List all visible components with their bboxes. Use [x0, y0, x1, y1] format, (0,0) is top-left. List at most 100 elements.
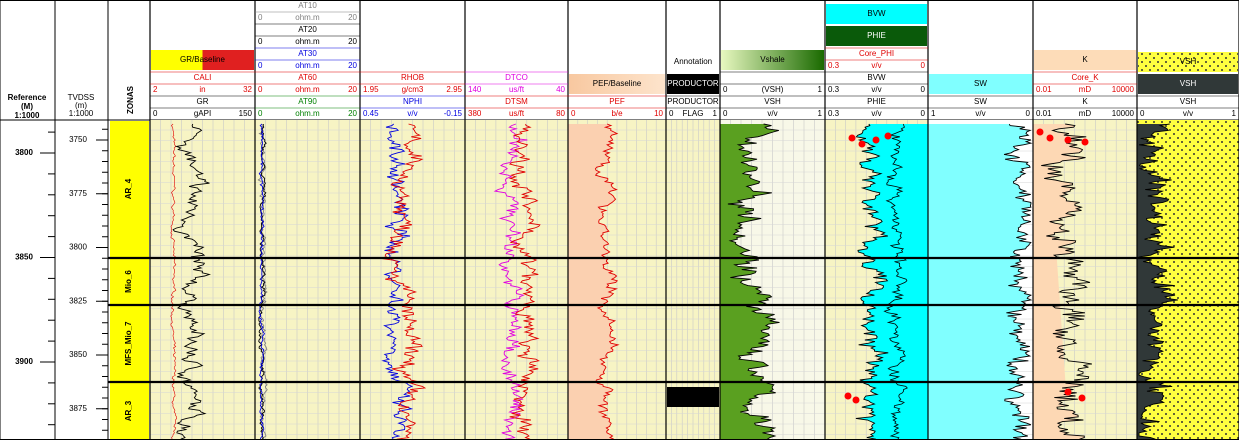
core-point	[884, 132, 892, 140]
scale-left: 0	[258, 109, 263, 118]
scale-right: 2.95	[446, 85, 462, 94]
zone-cell	[110, 306, 149, 381]
scale-right: 10	[654, 109, 663, 118]
scale-right: 20	[348, 13, 357, 22]
curve-name: BVW	[867, 73, 886, 82]
productor-flag	[667, 387, 719, 407]
scale-left: 0.01	[1036, 85, 1052, 94]
scale-right: 1	[818, 109, 823, 118]
scale-unit: v/v	[871, 85, 881, 94]
header-fill	[151, 50, 204, 70]
log-fill	[1033, 124, 1087, 440]
scale-unit: v/v	[975, 109, 985, 118]
zone-name: AR_4	[124, 178, 133, 199]
curve-name: AT60	[298, 73, 317, 82]
curve-name: AT90	[298, 97, 317, 106]
scale-left: 0	[153, 109, 158, 118]
scale-unit: us/ft	[509, 85, 525, 94]
scale-unit: b/e	[611, 109, 623, 118]
scale-unit: gAPI	[194, 109, 211, 118]
scale-right: 0	[921, 109, 926, 118]
scale-unit: us/ft	[509, 109, 525, 118]
curve-name: SW	[974, 97, 987, 106]
curve-name: PRODUCTOR	[667, 97, 719, 106]
scale-right: 1	[1232, 109, 1237, 118]
log-curve	[594, 123, 620, 440]
core-point	[852, 396, 860, 404]
reference-tick-label: 3900	[15, 357, 33, 366]
scale-right: 150	[239, 109, 253, 118]
log-curve	[883, 123, 908, 440]
log-fill	[1137, 124, 1178, 440]
reference-label: Reference	[8, 93, 47, 102]
scale-left: 0.45	[363, 109, 379, 118]
core-point	[858, 140, 866, 148]
reference-tick-label: 3800	[15, 148, 33, 157]
scale-left: 0	[571, 109, 576, 118]
header-fill	[826, 4, 927, 24]
log-curve	[855, 123, 889, 440]
zone-cell	[110, 383, 149, 439]
scale-left: 0.3	[828, 61, 840, 70]
scale-right: 80	[556, 109, 565, 118]
scale-left: 1.95	[363, 85, 379, 94]
curve-name: PHIE	[867, 97, 886, 106]
log-curve	[381, 123, 414, 440]
log-curve	[727, 123, 780, 440]
header-fill	[1138, 52, 1238, 72]
curve-name: K	[1082, 97, 1088, 106]
log-curve	[1041, 123, 1092, 440]
fill-name: PRODUCTOR	[667, 79, 719, 88]
log-curve	[380, 123, 427, 440]
scale-right: 40	[556, 85, 565, 94]
fill-name: VSH	[1180, 79, 1197, 88]
log-fill	[928, 124, 1031, 440]
scale-unit: ohm.m	[295, 13, 320, 22]
curve-name: CALI	[194, 73, 212, 82]
fill-name: GR/Baseline	[180, 55, 225, 64]
scale-unit: v/v	[871, 109, 881, 118]
curve-name: Core_PHI	[859, 49, 894, 58]
header-fill	[721, 50, 824, 70]
fill-name: PEF/Baseline	[593, 79, 642, 88]
scale-left: 0.3	[828, 109, 840, 118]
scale-unit: mD	[1079, 109, 1092, 118]
scale-unit: ohm.m	[295, 85, 320, 94]
scale-right: 10000	[1112, 85, 1135, 94]
zone-name: MFS_Mio_7	[124, 321, 133, 366]
scale-unit: ohm.m	[295, 37, 320, 46]
scale-left: 380	[468, 109, 482, 118]
scale-left: 0.01	[1036, 109, 1052, 118]
scale-unit: g/cm3	[402, 85, 424, 94]
curve-name: AT10	[298, 1, 317, 10]
scale-right: 0	[1026, 109, 1031, 118]
tvdss-label: (m)	[75, 101, 87, 110]
fill-name: SW	[974, 79, 987, 88]
header-fill	[202, 50, 254, 70]
scale-left: 0	[1140, 109, 1145, 118]
scale-left: 0	[258, 13, 263, 22]
scale-left: 0	[258, 37, 263, 46]
log-curve	[172, 123, 211, 440]
zone-cell	[110, 121, 149, 257]
tvdss-tick-label: 3850	[69, 350, 87, 359]
core-point	[1078, 394, 1086, 402]
header-fill	[1034, 50, 1136, 70]
tvdss-tick-label: 3750	[69, 135, 87, 144]
log-curve	[1003, 123, 1033, 440]
tvdss-tick-label: 3825	[69, 296, 87, 305]
core-point	[844, 392, 852, 400]
tvdss-label: 1:1000	[69, 109, 94, 118]
header-fill	[826, 26, 927, 46]
zonas-title: ZONAS	[126, 85, 135, 114]
curve-name: AT30	[298, 49, 317, 58]
scale-right: 1	[713, 109, 718, 118]
curve-name: VSH	[1180, 97, 1197, 106]
tvdss-tick-label: 3800	[69, 243, 87, 252]
scale-left: 0	[723, 85, 728, 94]
tvdss-label: TVDSS	[68, 93, 95, 102]
header-fill	[1138, 74, 1238, 94]
curve-name: DTCO	[505, 73, 528, 82]
reference-label: (M)	[21, 102, 33, 111]
